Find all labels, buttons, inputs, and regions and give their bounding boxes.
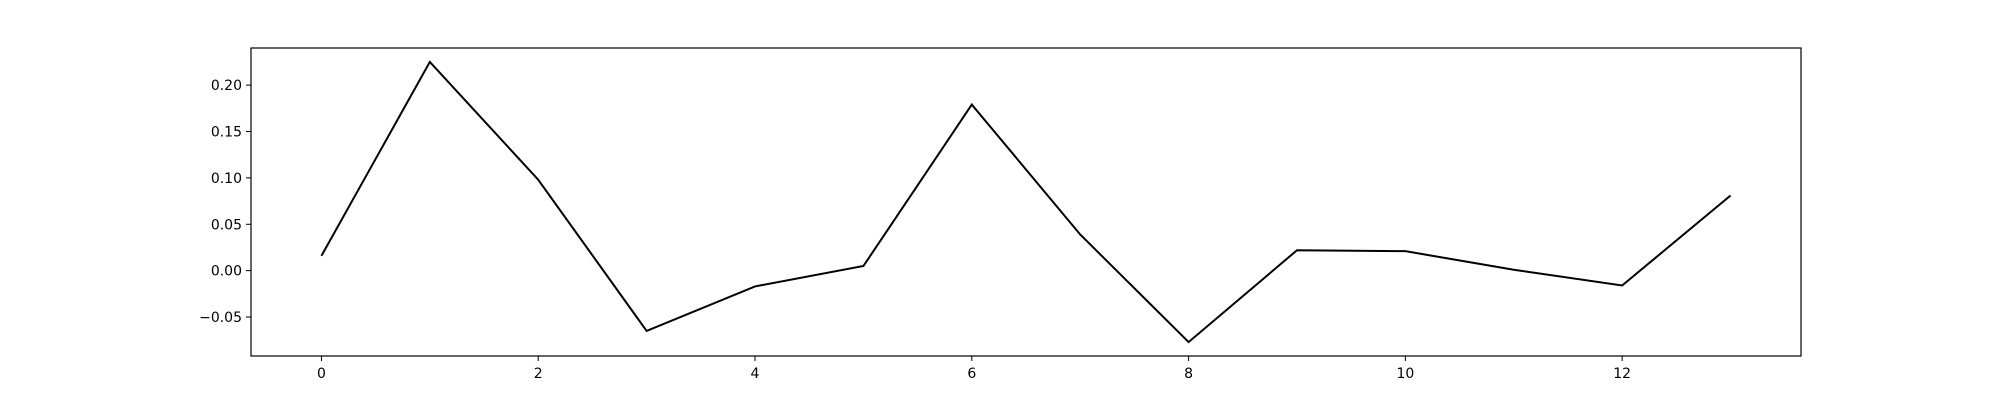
x-tick-label: 10 — [1396, 366, 1414, 382]
series-line — [320, 60, 1732, 344]
y-tick-label: 0.20 — [211, 78, 242, 94]
x-tick-label: 4 — [751, 366, 760, 382]
y-tick-label: 0.05 — [211, 217, 242, 233]
y-tick-label: 0.15 — [211, 124, 242, 140]
y-tick-label: −0.05 — [199, 310, 242, 326]
x-tick-label: 8 — [1184, 366, 1193, 382]
x-tick-label: 0 — [317, 366, 326, 382]
y-tick-label: 0.10 — [211, 171, 242, 187]
x-tick-label: 12 — [1613, 366, 1631, 382]
x-tick-label: 2 — [534, 366, 543, 382]
series-layer — [320, 60, 1732, 344]
plot-frame — [250, 47, 1802, 357]
y-axis: −0.05 0.00 0.05 0.10 0.15 0.20 — [199, 78, 251, 326]
y-tick-label: 0.00 — [211, 264, 242, 280]
x-tick-label: 6 — [967, 366, 976, 382]
x-axis: 0 2 4 6 8 10 12 — [317, 356, 1631, 382]
